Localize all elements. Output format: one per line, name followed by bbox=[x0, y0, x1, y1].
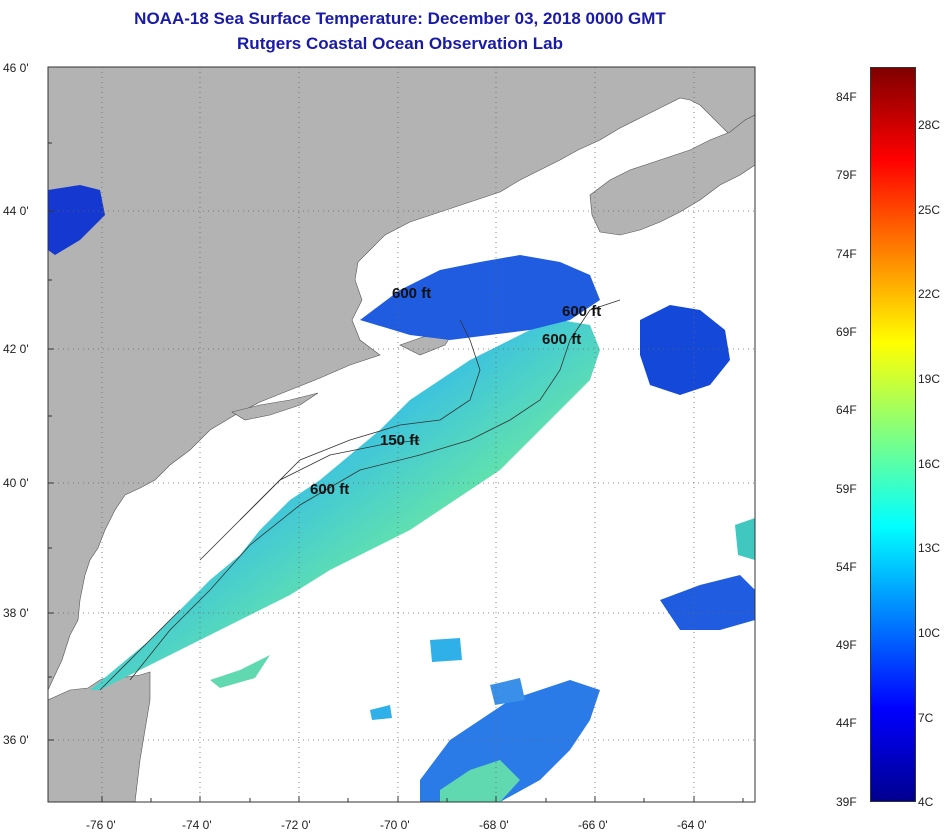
colorbar-c-label: 10C bbox=[918, 626, 941, 640]
lon-label: -74 0' bbox=[182, 818, 212, 832]
bathymetry-contours bbox=[99, 299, 621, 691]
axis-ticks bbox=[48, 142, 744, 802]
lat-label: 38 0' bbox=[3, 606, 29, 620]
colorbar-c-label: 25C bbox=[918, 203, 941, 217]
map-title: NOAA-18 Sea Surface Temperature: Decembe… bbox=[134, 9, 666, 28]
contour-label: 600 ft bbox=[310, 481, 349, 498]
sst-data bbox=[48, 185, 755, 802]
colorbar-c-label: 4C bbox=[918, 795, 934, 809]
colorbar-f-label: 64F bbox=[836, 403, 857, 417]
colorbar-f-label: 59F bbox=[836, 482, 857, 496]
colorbar-f-label: 54F bbox=[836, 560, 857, 574]
colorbar-f-label: 39F bbox=[836, 795, 857, 809]
lat-label: 36 0' bbox=[3, 733, 29, 747]
colorbar bbox=[870, 67, 916, 802]
colorbar-c-label: 7C bbox=[918, 711, 934, 725]
colorbar-f-label: 44F bbox=[836, 716, 857, 730]
lon-label: -72 0' bbox=[281, 818, 311, 832]
contour-label: 150 ft bbox=[380, 432, 419, 449]
lon-label: -76 0' bbox=[86, 818, 116, 832]
colorbar-f-label: 84F bbox=[836, 90, 857, 104]
lon-label: -64 0' bbox=[677, 818, 707, 832]
colorbar-c-label: 16C bbox=[918, 457, 941, 471]
colorbar-f-label: 79F bbox=[836, 168, 857, 182]
colorbar-c-label: 19C bbox=[918, 372, 941, 386]
colorbar-f-label: 69F bbox=[836, 325, 857, 339]
map-subtitle: Rutgers Coastal Ocean Observation Lab bbox=[237, 34, 563, 53]
contour-label: 600 ft bbox=[392, 285, 431, 302]
lon-label: -70 0' bbox=[380, 818, 410, 832]
contour-label: 600 ft bbox=[562, 303, 601, 320]
colorbar-c-label: 22C bbox=[918, 287, 941, 301]
colorbar-c-label: 28C bbox=[918, 118, 941, 132]
colorbar-c-label: 13C bbox=[918, 541, 941, 555]
colorbar-f-label: 74F bbox=[836, 247, 857, 261]
lon-label: -66 0' bbox=[578, 818, 608, 832]
colorbar-f-label: 49F bbox=[836, 638, 857, 652]
lat-label: 46 0' bbox=[3, 61, 29, 75]
contour-label: 600 ft bbox=[542, 331, 581, 348]
lat-label: 40 0' bbox=[3, 476, 29, 490]
lat-label: 42 0' bbox=[3, 342, 29, 356]
lon-label: -68 0' bbox=[479, 818, 509, 832]
lat-label: 44 0' bbox=[3, 204, 29, 218]
